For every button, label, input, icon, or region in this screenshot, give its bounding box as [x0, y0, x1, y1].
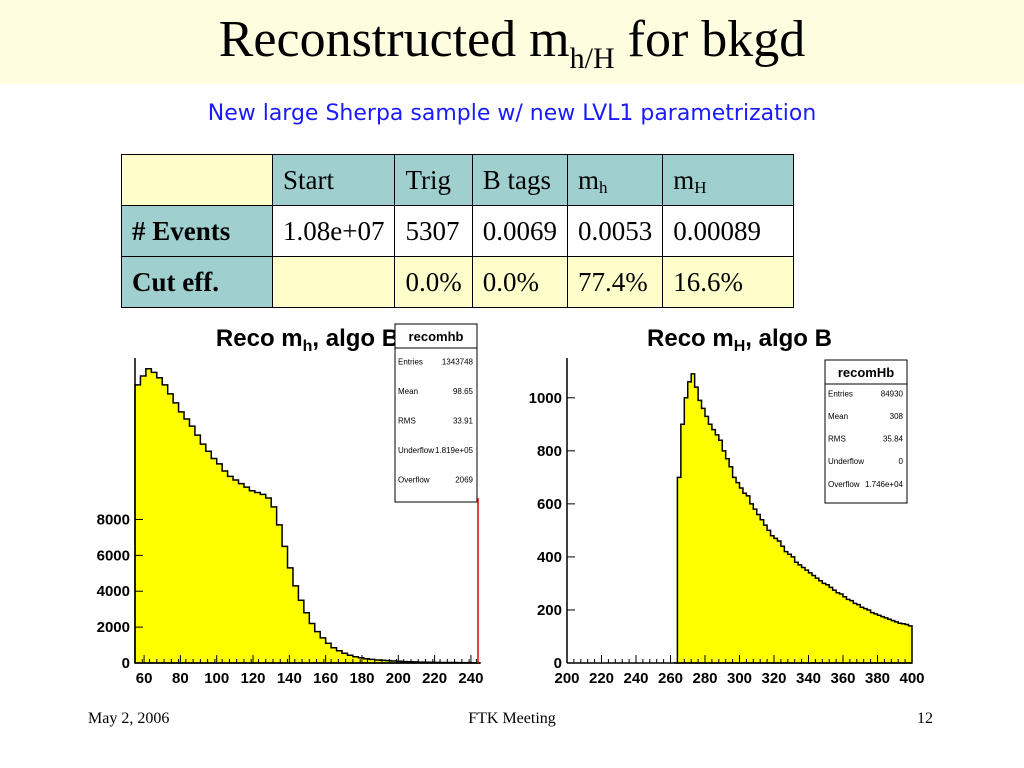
x-tick-label: 140 — [277, 670, 302, 687]
x-tick-label: 360 — [830, 670, 855, 687]
y-tick-label: 800 — [537, 443, 562, 460]
stats-value: 33.91 — [453, 416, 474, 425]
header-start: Start — [271, 154, 396, 206]
stats-box: recomHb Entries 84930 Mean 308 RMS 35.84 Underf… — [824, 359, 908, 504]
footer-date: May 2, 2006 — [88, 710, 170, 727]
stats-value: 308 — [890, 412, 904, 421]
stats-label: RMS — [398, 416, 416, 425]
table-cell: 0.0053 — [566, 205, 664, 257]
chart-title: Reco mH, algo B — [647, 325, 832, 355]
histogram-fill — [134, 368, 481, 664]
x-tick-label: 340 — [796, 670, 821, 687]
slide-subtitle: New large Sherpa sample w/ new LVL1 para… — [207, 101, 817, 126]
stats-label: Mean — [398, 387, 418, 396]
y-tick-label: 2000 — [97, 619, 130, 636]
header-mH: mH — [662, 154, 795, 206]
x-tick-label: 160 — [313, 670, 338, 687]
stats-value: 1.746e+04 — [865, 480, 904, 489]
table-cell: 0.0% — [471, 256, 568, 308]
x-tick-label: 60 — [136, 670, 153, 687]
stats-value: 2069 — [455, 476, 473, 485]
x-tick-label: 320 — [761, 670, 786, 687]
stats-box-name: recomHb — [838, 365, 894, 380]
x-tick-label: 200 — [554, 670, 579, 687]
x-tick-label: 220 — [422, 670, 447, 687]
stats-value: 98.65 — [453, 387, 474, 396]
table-cell: 77.4% — [566, 256, 664, 308]
y-tick-label: 0 — [122, 655, 130, 672]
x-tick-label: 100 — [204, 670, 229, 687]
y-tick-label: 1000 — [529, 390, 562, 407]
x-tick-label: 400 — [899, 670, 924, 687]
row-label-cut-eff: Cut eff. — [121, 256, 273, 308]
stats-label: Entries — [828, 389, 853, 398]
cut-efficiency-table: Start Trig B tags mh mH # Events 1.08e+0… — [121, 154, 795, 308]
y-tick-label: 400 — [537, 549, 562, 566]
histogram-reco-mh: Reco mh, algo B 60 80 100 120 140 160 180 200 220… — [97, 323, 483, 687]
stats-label: RMS — [828, 435, 846, 444]
stats-label: Entries — [398, 357, 423, 366]
title-bar — [0, 0, 1024, 84]
header-btags: B tags — [471, 154, 568, 206]
header-trig: Trig — [394, 154, 473, 206]
slide-title: Reconstructed mh/H for bkgd — [0, 10, 1024, 74]
stats-value: 35.84 — [883, 435, 904, 444]
x-tick-label: 240 — [458, 670, 483, 687]
table-cell: 16.6% — [662, 256, 795, 308]
title-tail: for bkgd — [614, 11, 806, 68]
histogram-fill — [673, 373, 913, 664]
y-tick-label: 200 — [537, 602, 562, 619]
x-tick-label: 300 — [727, 670, 752, 687]
y-tick-label: 8000 — [97, 511, 130, 528]
table-cell — [271, 256, 396, 308]
histogram-reco-mH: Reco mH, algo B 200 220 240 260 280 300 320 340 3… — [529, 325, 925, 687]
x-tick-label: 260 — [658, 670, 683, 687]
stats-label: Underflow — [398, 446, 434, 455]
title-main: Reconstructed m — [218, 11, 570, 68]
chart-title: Reco mh, algo B — [216, 325, 399, 355]
footer-page-number: 12 — [917, 710, 933, 727]
row-label-events: # Events — [121, 205, 273, 257]
x-tick-label: 200 — [386, 670, 411, 687]
y-tick-label: 600 — [537, 496, 562, 513]
stats-box-frame — [394, 323, 478, 503]
stats-value: 0 — [899, 457, 904, 466]
stats-label: Overflow — [398, 476, 430, 485]
y-tick-label: 6000 — [97, 547, 130, 564]
x-tick-label: 220 — [589, 670, 614, 687]
header-mh: mh — [566, 154, 664, 206]
x-tick-label: 240 — [623, 670, 648, 687]
table-row: # Events 1.08e+07 5307 0.0069 0.0053 0.0… — [121, 205, 795, 257]
table-cell: 0.0069 — [471, 205, 568, 257]
table-row: Cut eff. 0.0% 0.0% 77.4% 16.6% — [121, 256, 795, 308]
title-subscript: h/H — [569, 42, 615, 75]
table-cell: 5307 — [394, 205, 473, 257]
table-cell: 0.0% — [394, 256, 473, 308]
stats-value: 1.819e+05 — [435, 446, 474, 455]
stats-value: 84930 — [881, 389, 904, 398]
stats-label: Mean — [828, 412, 848, 421]
y-tick-label: 4000 — [97, 583, 130, 600]
table-cell: 1.08e+07 — [271, 205, 396, 257]
footer-meeting: FTK Meeting — [468, 710, 556, 727]
stats-value: 1343748 — [442, 357, 474, 366]
stats-box-name: recomhb — [409, 329, 464, 344]
table-cell: 0.00089 — [662, 205, 795, 257]
stats-label: Underflow — [828, 457, 864, 466]
x-tick-label: 280 — [692, 670, 717, 687]
x-tick-label: 180 — [349, 670, 374, 687]
y-tick-label: 0 — [554, 655, 562, 672]
x-tick-label: 380 — [865, 670, 890, 687]
table-corner-cell — [121, 154, 273, 206]
stats-box: recomhb Entries 1343748 Mean 98.65 RMS 33.91 Un… — [394, 323, 478, 503]
table-header-row: Start Trig B tags mh mH — [121, 154, 795, 206]
x-tick-label: 80 — [172, 670, 189, 687]
stats-label: Overflow — [828, 480, 860, 489]
x-tick-label: 120 — [241, 670, 266, 687]
